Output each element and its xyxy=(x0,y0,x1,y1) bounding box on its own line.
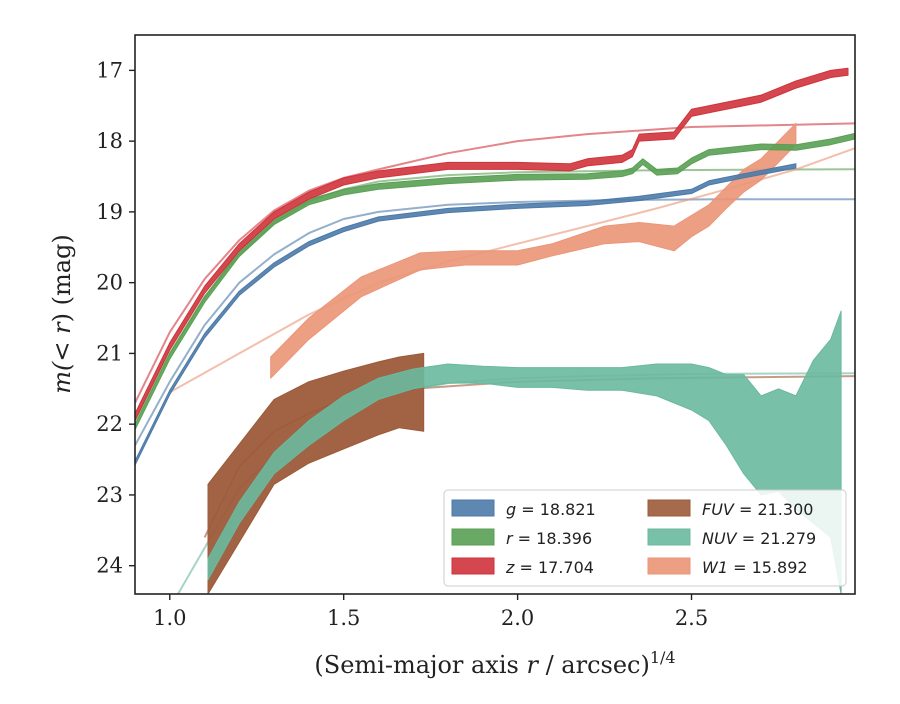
x-tick-label: 2.5 xyxy=(675,606,708,630)
y-tick-label: 23 xyxy=(96,483,123,507)
data-band-fuv xyxy=(207,352,425,594)
data-band-nuv xyxy=(207,310,842,594)
x-axis-ticks: 1.0 1.5 2.0 2.5 xyxy=(153,594,708,630)
data-band-r xyxy=(135,132,855,431)
legend-variable: r xyxy=(506,529,514,548)
legend-label-z: z = 17.704 xyxy=(505,558,594,577)
y-tick-label: 19 xyxy=(96,200,123,224)
y-axis-label: m(< r) (mag) xyxy=(48,234,76,394)
x-tick-label: 1.5 xyxy=(327,606,360,630)
legend-variable: z xyxy=(505,558,515,577)
legend-swatch-nuv xyxy=(647,528,691,546)
y-tick-label: 22 xyxy=(96,412,123,436)
legend-frame xyxy=(443,489,847,587)
y-axis-label-prefix: m(< xyxy=(48,334,76,394)
legend-value: = 21.279 xyxy=(737,529,817,548)
legend-value: = 17.704 xyxy=(514,558,594,577)
legend-swatch-fuv xyxy=(647,499,691,517)
legend-label-w1: W1 = 15.892 xyxy=(702,558,808,577)
y-tick-label: 21 xyxy=(96,341,123,365)
x-axis-label-variable: r xyxy=(526,651,539,679)
y-axis-label-variable: r xyxy=(48,321,76,334)
y-tick-label: 18 xyxy=(96,129,123,153)
y-tick-label: 17 xyxy=(96,58,123,82)
y-tick-label: 20 xyxy=(96,271,123,295)
data-band-g xyxy=(135,163,797,466)
plot-frame xyxy=(134,34,856,595)
legend-label-nuv: NUV = 21.279 xyxy=(702,529,816,548)
legend-variable: FUV xyxy=(702,500,735,519)
data-band-z xyxy=(135,67,849,422)
x-axis-label: (Semi-major axis r / arcsec)1/4 xyxy=(314,648,675,679)
legend-value: = 15.892 xyxy=(728,558,808,577)
legend-variable: g xyxy=(506,500,516,519)
legend-label-r: r = 18.396 xyxy=(506,529,592,548)
y-axis-ticks: 17 18 19 20 21 22 23 24 xyxy=(96,58,135,578)
legend-variable: NUV xyxy=(702,529,738,548)
legend-value: = 18.396 xyxy=(513,529,593,548)
legend-label-g: g = 18.821 xyxy=(506,500,596,519)
y-axis-label-suffix: ) (mag) xyxy=(48,234,76,322)
x-axis-label-rest: / arcsec) xyxy=(538,651,650,679)
legend-swatch-r xyxy=(451,528,495,546)
legend-swatch-z xyxy=(451,557,495,575)
x-tick-label: 1.0 xyxy=(153,606,186,630)
legend-swatch-w1 xyxy=(647,557,691,575)
legend-label-fuv: FUV = 21.300 xyxy=(702,500,813,519)
legend-value: = 21.300 xyxy=(734,500,814,519)
legend-value: = 18.821 xyxy=(516,500,596,519)
data-layer xyxy=(135,67,855,594)
legend-variable: W1 xyxy=(702,558,728,577)
x-axis-label-main: (Semi-major axis xyxy=(314,651,526,679)
x-axis-label-exponent: 1/4 xyxy=(650,648,676,667)
legend-swatch-g xyxy=(451,499,495,517)
y-tick-label: 24 xyxy=(96,554,123,578)
x-tick-label: 2.0 xyxy=(501,606,534,630)
